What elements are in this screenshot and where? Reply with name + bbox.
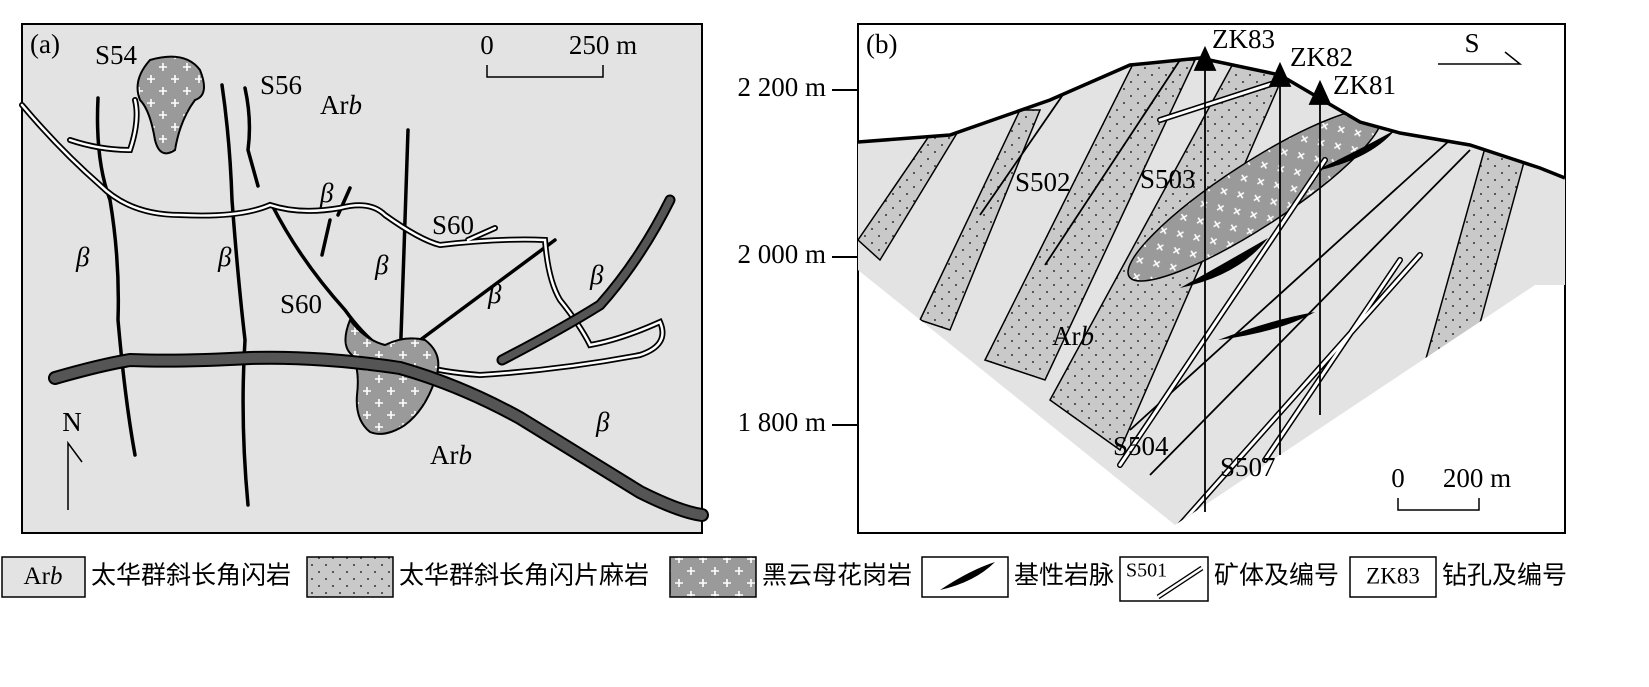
vein-label: S504: [1113, 431, 1169, 461]
vein-label: S507: [1220, 452, 1276, 482]
dyke-symbol: β: [374, 250, 389, 280]
drill-label: ZK83: [1212, 24, 1275, 54]
legend-symbol-roman: Ar: [24, 563, 51, 590]
ore-veins: [19, 97, 666, 379]
dyke-symbol: β: [595, 407, 610, 437]
rock-code: Arb: [430, 440, 472, 470]
scale-start: 0: [1391, 463, 1405, 493]
rock-code-roman: Ar: [430, 440, 459, 470]
legend-symbol: Arb: [24, 563, 63, 590]
rock-code-italic: b: [1081, 321, 1095, 351]
scale-end: 200 m: [1443, 463, 1511, 493]
rock-code: Arb: [320, 90, 362, 120]
legend-label: 太华群斜长角闪片麻岩: [399, 562, 649, 590]
direction-label: S: [1464, 28, 1479, 58]
vein-label: S502: [1015, 167, 1071, 197]
granite-body: [136, 55, 205, 155]
dyke-symbol: β: [75, 242, 90, 272]
legend-label: 太华群斜长角闪岩: [91, 562, 291, 590]
legend: Arb 太华群斜长角闪岩 太华群斜长角闪片麻岩 黑云母花岗岩 基性岩脉 S501…: [1, 556, 1567, 602]
legend-vein: [1157, 566, 1203, 599]
legend-label: 钻孔及编号: [1442, 562, 1567, 590]
scale-start: 0: [480, 30, 494, 60]
panel-label: (a): [30, 29, 60, 59]
vein-label: S60: [280, 289, 322, 319]
scale-end: 250 m: [569, 30, 637, 60]
vein-label: S503: [1140, 164, 1196, 194]
elevation-ticks: [832, 89, 858, 426]
rock-code-italic: b: [459, 440, 473, 470]
legend-symbol: ZK83: [1366, 563, 1420, 588]
legend-symbol-italic: b: [50, 563, 63, 590]
rock-code: Arb: [1052, 321, 1094, 351]
legend-label: 矿体及编号: [1214, 562, 1339, 590]
panel-b: ZK83 ZK82 ZK81 2 200 m 2 000 m 1 800 m (…: [737, 23, 1566, 534]
elevation-label: 2 200 m: [737, 72, 826, 102]
north-arrow: [67, 440, 83, 510]
vein-label: S54: [95, 40, 138, 70]
dyke-symbol: β: [217, 242, 232, 272]
basic-dykes: [48, 194, 709, 522]
dyke-symbol: β: [589, 260, 604, 290]
dyke-symbol: β: [319, 178, 334, 208]
drill-label: ZK82: [1290, 42, 1353, 72]
legend-swatch: [1, 556, 86, 598]
direction-arrow: [1438, 51, 1523, 65]
panel-label: (b): [866, 29, 897, 59]
elevation-label: 2 000 m: [737, 239, 826, 269]
vein-label: S56: [260, 70, 302, 100]
scale-bar: [486, 65, 604, 78]
rock-code-roman: Ar: [1052, 321, 1081, 351]
legend-symbol: S501: [1126, 560, 1167, 582]
north-label: N: [62, 407, 82, 437]
legend-swatch: [1349, 556, 1437, 598]
legend-dyke: [940, 562, 995, 590]
dyke-symbol: β: [487, 279, 502, 309]
legend-swatch: [306, 556, 394, 598]
drill-label: ZK81: [1333, 70, 1396, 100]
scale-bar: [1397, 498, 1480, 511]
panel-a: 0 250 m N (a) S54 S56 S60 S60 Arb Arb β …: [19, 23, 709, 534]
elevation-label: 1 800 m: [737, 407, 826, 437]
legend-label: 黑云母花岗岩: [762, 562, 912, 590]
legend-label: 基性岩脉: [1014, 562, 1114, 590]
rock-code-italic: b: [349, 90, 363, 120]
rock-code-roman: Ar: [320, 90, 349, 120]
legend-swatch: [669, 556, 757, 598]
drill-holes: [1193, 45, 1332, 512]
vein-label: S60: [432, 210, 474, 240]
